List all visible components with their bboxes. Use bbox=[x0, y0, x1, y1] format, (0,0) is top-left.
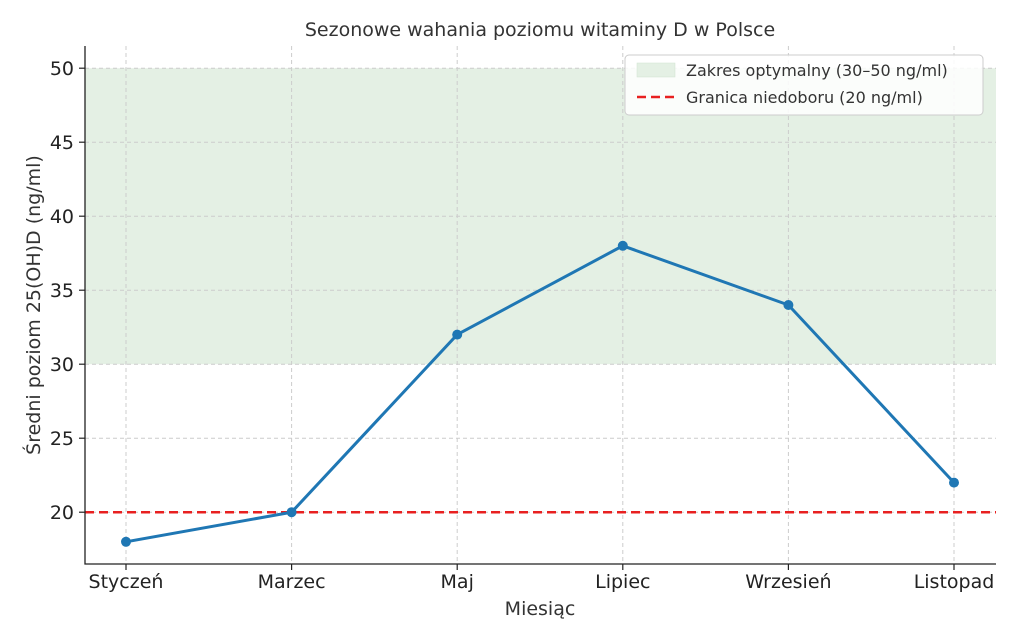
data-points bbox=[121, 240, 959, 547]
data-point bbox=[783, 300, 794, 310]
legend-swatch-band bbox=[636, 62, 676, 78]
series-line bbox=[125, 244, 956, 544]
x-tick-label: Maj bbox=[441, 571, 474, 593]
data-point bbox=[452, 329, 463, 340]
y-tick-label: 35 bbox=[50, 280, 74, 302]
legend-box bbox=[624, 54, 984, 116]
data-point bbox=[949, 477, 959, 488]
x-tick-label: Listopad bbox=[914, 571, 995, 593]
axes-spines bbox=[84, 46, 996, 565]
data-point bbox=[286, 507, 297, 518]
y-tick-label: 40 bbox=[50, 206, 74, 228]
x-axis: Styczeń Marzec Maj Lipiec Wrzesień Listopad bbox=[89, 564, 995, 593]
y-axis: 20 25 30 35 40 45 50 bbox=[50, 58, 85, 524]
y-tick-label: 30 bbox=[50, 354, 74, 376]
y-axis-label: Średni poziom 25(OH)D (ng/ml) bbox=[21, 155, 45, 455]
x-tick-label: Wrzesień bbox=[745, 571, 831, 593]
y-tick-label: 50 bbox=[50, 58, 74, 80]
x-tick-label: Lipiec bbox=[595, 571, 650, 593]
data-point bbox=[617, 240, 628, 251]
x-tick-label: Marzec bbox=[258, 571, 326, 593]
y-tick-label: 25 bbox=[50, 428, 74, 450]
x-tick-label: Styczeń bbox=[89, 571, 164, 593]
y-tick-label: 45 bbox=[50, 132, 74, 154]
legend-label-band: Zakres optymalny (30–50 ng/ml) bbox=[686, 61, 948, 80]
chart-title: Sezonowe wahania poziomu witaminy D w Po… bbox=[305, 19, 775, 41]
data-point bbox=[121, 536, 131, 547]
legend: Zakres optymalny (30–50 ng/ml) Granica n… bbox=[624, 54, 984, 116]
x-axis-label: Miesiąc bbox=[505, 598, 576, 620]
y-tick-label: 20 bbox=[50, 502, 74, 524]
legend-label-hline: Granica niedoboru (20 ng/ml) bbox=[686, 88, 923, 107]
